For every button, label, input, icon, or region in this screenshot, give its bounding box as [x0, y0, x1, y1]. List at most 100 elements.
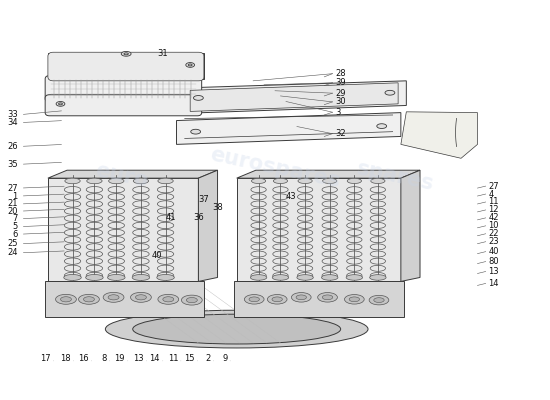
- Text: 12: 12: [488, 206, 499, 214]
- Ellipse shape: [132, 274, 150, 280]
- Ellipse shape: [60, 297, 72, 302]
- Polygon shape: [234, 282, 404, 317]
- Polygon shape: [401, 170, 420, 282]
- Text: 80: 80: [488, 257, 499, 266]
- Polygon shape: [199, 170, 218, 282]
- Text: 18: 18: [60, 354, 71, 362]
- Ellipse shape: [344, 294, 364, 304]
- Text: 14: 14: [150, 354, 160, 362]
- Polygon shape: [48, 53, 204, 79]
- Text: 30: 30: [335, 97, 346, 106]
- Polygon shape: [45, 282, 204, 317]
- Ellipse shape: [322, 295, 333, 300]
- Ellipse shape: [108, 274, 125, 280]
- Ellipse shape: [87, 178, 102, 184]
- Text: 21: 21: [7, 200, 18, 208]
- Text: 1: 1: [13, 192, 18, 200]
- Text: spares: spares: [355, 158, 436, 194]
- Ellipse shape: [158, 294, 179, 304]
- Text: 13: 13: [133, 354, 144, 362]
- Ellipse shape: [106, 310, 368, 348]
- FancyBboxPatch shape: [45, 76, 202, 102]
- Ellipse shape: [121, 52, 131, 56]
- Ellipse shape: [272, 297, 282, 302]
- Ellipse shape: [370, 275, 386, 280]
- Text: 9: 9: [222, 354, 227, 362]
- Text: 14: 14: [488, 279, 499, 288]
- Text: 34: 34: [7, 118, 18, 127]
- Text: 13: 13: [488, 267, 499, 276]
- Polygon shape: [236, 170, 420, 178]
- Text: 31: 31: [157, 48, 168, 58]
- Ellipse shape: [56, 294, 76, 304]
- Text: 20: 20: [7, 207, 18, 216]
- Ellipse shape: [79, 294, 100, 304]
- Text: 4: 4: [488, 190, 494, 198]
- Ellipse shape: [244, 294, 264, 304]
- Ellipse shape: [163, 297, 174, 302]
- Ellipse shape: [103, 292, 124, 302]
- Text: 27: 27: [488, 182, 499, 190]
- Text: 26: 26: [7, 142, 18, 151]
- Ellipse shape: [323, 178, 337, 184]
- Text: 16: 16: [78, 354, 89, 362]
- Ellipse shape: [250, 275, 267, 280]
- Text: 37: 37: [199, 196, 209, 204]
- Text: 29: 29: [335, 89, 346, 98]
- Ellipse shape: [186, 62, 195, 67]
- Polygon shape: [177, 113, 401, 144]
- Ellipse shape: [298, 178, 312, 184]
- Ellipse shape: [297, 275, 313, 280]
- Text: 32: 32: [335, 129, 346, 138]
- Text: 7: 7: [13, 214, 18, 223]
- Ellipse shape: [157, 274, 174, 280]
- Text: 6: 6: [13, 230, 18, 239]
- Text: 3: 3: [335, 108, 340, 117]
- Text: 38: 38: [212, 204, 223, 212]
- Text: 40: 40: [488, 247, 499, 256]
- Ellipse shape: [108, 295, 119, 300]
- Text: 19: 19: [114, 354, 125, 362]
- Text: 28: 28: [335, 69, 346, 78]
- Polygon shape: [48, 170, 218, 178]
- Polygon shape: [48, 178, 199, 282]
- Text: 33: 33: [7, 110, 18, 119]
- Ellipse shape: [385, 90, 395, 95]
- Polygon shape: [190, 83, 398, 112]
- Text: 24: 24: [7, 248, 18, 257]
- Ellipse shape: [133, 178, 148, 184]
- Ellipse shape: [135, 295, 146, 300]
- Ellipse shape: [273, 178, 288, 184]
- Text: 11: 11: [488, 198, 499, 206]
- Ellipse shape: [349, 297, 360, 302]
- Ellipse shape: [58, 103, 62, 105]
- Text: 15: 15: [184, 354, 195, 362]
- Polygon shape: [401, 112, 477, 158]
- Text: 17: 17: [40, 354, 51, 362]
- Ellipse shape: [371, 178, 385, 184]
- Text: 11: 11: [168, 354, 178, 362]
- Text: 25: 25: [7, 239, 18, 248]
- Ellipse shape: [86, 274, 103, 280]
- Ellipse shape: [65, 178, 80, 184]
- Ellipse shape: [251, 178, 266, 184]
- Text: euro: euro: [94, 161, 150, 192]
- Ellipse shape: [194, 96, 204, 100]
- Polygon shape: [182, 81, 406, 114]
- Ellipse shape: [322, 275, 338, 280]
- Ellipse shape: [267, 294, 287, 304]
- Ellipse shape: [158, 178, 173, 184]
- Ellipse shape: [186, 298, 197, 303]
- Ellipse shape: [346, 275, 362, 280]
- Text: 39: 39: [335, 78, 346, 87]
- Text: 23: 23: [488, 237, 499, 246]
- Text: 22: 22: [488, 229, 499, 238]
- Ellipse shape: [188, 64, 192, 66]
- Text: eurospares: eurospares: [208, 145, 342, 192]
- Text: 36: 36: [193, 213, 204, 222]
- Polygon shape: [236, 178, 401, 282]
- Ellipse shape: [292, 292, 311, 302]
- Text: 5: 5: [13, 222, 18, 231]
- Ellipse shape: [56, 102, 65, 106]
- Text: 35: 35: [7, 160, 18, 169]
